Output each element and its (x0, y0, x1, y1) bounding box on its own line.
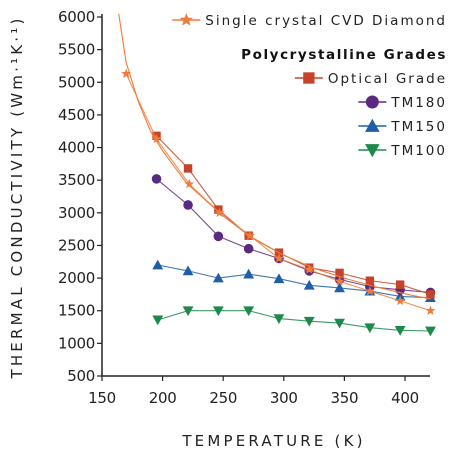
legend: Single crystal CVD Diamond Polycrystallin… (172, 12, 447, 159)
legend-marker (365, 118, 380, 132)
series-layer (118, 14, 436, 337)
y-tick-label: 4000 (58, 139, 95, 157)
data-point-triangle-down (364, 323, 376, 334)
data-point-triangle-up (273, 273, 285, 284)
data-point-triangle-down (394, 325, 406, 336)
data-point-triangle-down (182, 306, 194, 317)
data-point-triangle-down (243, 306, 255, 317)
data-point-star (334, 276, 345, 286)
y-tick-label: 1000 (58, 334, 95, 352)
y-tick-label: 2000 (58, 269, 95, 287)
series-line (157, 310, 431, 332)
data-point-square (335, 268, 344, 278)
data-point-star (395, 295, 406, 306)
legend-entry: Optical Grade (294, 71, 447, 87)
legend-group-title: Polycrystalline Grades (241, 47, 447, 63)
legend-entry: Single crystal CVD Diamond (172, 12, 447, 29)
x-tick-label: 350 (331, 389, 359, 407)
y-tick-label: 5500 (58, 41, 95, 59)
data-point-triangle-down (425, 326, 436, 337)
y-tick-label: 6000 (58, 8, 95, 26)
series-triangle-up (152, 259, 436, 302)
data-point-triangle-up (303, 279, 315, 290)
y-tick-label: 3500 (58, 171, 95, 189)
axes: 500 1000 1500 2000 2500 3000 3500 4000 4500 5000 5… (58, 8, 430, 407)
x-tick-label: 400 (391, 389, 419, 407)
y-tick-label: 5000 (58, 73, 95, 91)
y-tick-label: 1500 (58, 302, 95, 320)
data-point-star (244, 230, 255, 240)
data-point-star (364, 285, 375, 296)
legend-label: Optical Grade (328, 71, 447, 87)
series-triangle-down (152, 306, 436, 337)
data-point-triangle-up (152, 259, 164, 270)
data-point-star (214, 207, 225, 218)
y-tick-label: 4500 (58, 106, 95, 124)
legend-label: Single crystal CVD Diamond (205, 13, 447, 29)
x-tick-label: 250 (209, 389, 237, 407)
data-point-star (425, 305, 436, 315)
series-star (118, 14, 436, 315)
data-point-triangle-down (212, 306, 224, 317)
x-tick-label: 150 (88, 389, 116, 407)
data-point-triangle-up (182, 265, 194, 276)
data-point-circle (213, 231, 224, 242)
data-point-star (184, 178, 195, 189)
data-point-circle (243, 243, 254, 254)
legend-marker (303, 72, 315, 84)
data-point-triangle-down (152, 315, 164, 326)
data-point-triangle-up (212, 272, 224, 283)
data-point-triangle-up (334, 282, 345, 293)
legend-marker (365, 144, 380, 158)
legend-entry: TM150 (358, 118, 447, 135)
data-point-circle (151, 174, 162, 184)
data-point-square (183, 164, 193, 173)
y-tick-label: 500 (67, 367, 95, 385)
data-point-star (304, 264, 315, 274)
x-axis-label: TEMPERATURE (K) (181, 432, 365, 450)
legend-label: TM150 (390, 119, 447, 135)
data-point-circle (183, 200, 193, 210)
data-point-triangle-down (334, 318, 345, 329)
data-point-triangle-down (273, 314, 285, 324)
data-point-square (365, 276, 375, 285)
x-tick-label: 200 (149, 389, 177, 407)
legend-entry: TM100 (358, 143, 447, 159)
x-tick-label: 300 (270, 389, 298, 407)
data-point-triangle-down (303, 316, 315, 327)
legend-label: TM180 (390, 95, 447, 111)
legend-entry: TM180 (358, 95, 447, 111)
data-point-star (121, 68, 132, 78)
series-circle (151, 174, 436, 298)
data-point-star (151, 133, 162, 144)
y-tick-label: 3000 (58, 204, 95, 222)
data-point-star (274, 253, 284, 263)
legend-marker (179, 12, 193, 26)
y-tick-label: 2500 (58, 236, 95, 254)
series-line (157, 264, 431, 299)
data-point-square (214, 205, 223, 214)
y-axis-label: THERMAL CONDUCTIVITY (Wm·¹K·¹) (8, 15, 26, 379)
legend-label: TM100 (390, 143, 447, 159)
data-point-triangle-up (243, 268, 255, 279)
data-point-square (395, 280, 405, 289)
legend-marker (365, 95, 379, 109)
data-point-square (426, 290, 435, 299)
series-line (156, 178, 431, 294)
